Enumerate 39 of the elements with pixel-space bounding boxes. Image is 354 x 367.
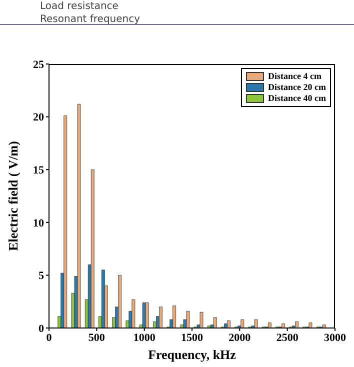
bar: [268, 322, 272, 328]
y-tick-label: 20: [33, 112, 44, 124]
bar: [158, 306, 162, 328]
legend-label: Distance 4 cm: [268, 71, 322, 82]
x-tick-label: 2500: [276, 332, 299, 344]
bar: [200, 312, 204, 328]
bar: [282, 324, 285, 328]
bar: [77, 104, 81, 328]
text: Load resistance: [40, 0, 120, 13]
bar: [322, 324, 326, 328]
x-tick-label: 1000: [133, 332, 156, 344]
x-tick-label: 3000: [324, 332, 346, 344]
text: Resonant frequency: [40, 13, 140, 26]
bar: [101, 270, 105, 328]
bar: [145, 302, 149, 328]
y-axis-title: Electric field ( V/m): [6, 141, 21, 251]
legend-label: Distance 20 cm: [268, 82, 326, 93]
y-tick-label: 0: [38, 322, 44, 335]
bar: [240, 319, 244, 328]
bar: [308, 322, 312, 328]
y-tick-label: 5: [38, 270, 44, 282]
bar: [90, 169, 94, 328]
bar: [64, 116, 68, 328]
bar: [132, 299, 136, 328]
x-tick-label: 1500: [181, 332, 204, 344]
bar: [172, 306, 176, 328]
y-tick-label: 10: [33, 217, 44, 230]
bar: [227, 320, 230, 328]
legend-label: Distance 40 cm: [268, 93, 326, 104]
x-tick-label: 2000: [228, 332, 252, 344]
x-axis-title: Frequency, kHz: [148, 347, 236, 362]
bar: [254, 319, 258, 328]
bar: [186, 310, 190, 328]
bar: [118, 275, 122, 328]
y-tick-label: 15: [33, 164, 44, 177]
x-tick-label: 500: [88, 332, 106, 344]
y-tick-label: 25: [33, 58, 44, 71]
bar: [213, 317, 217, 328]
bar: [295, 321, 299, 328]
